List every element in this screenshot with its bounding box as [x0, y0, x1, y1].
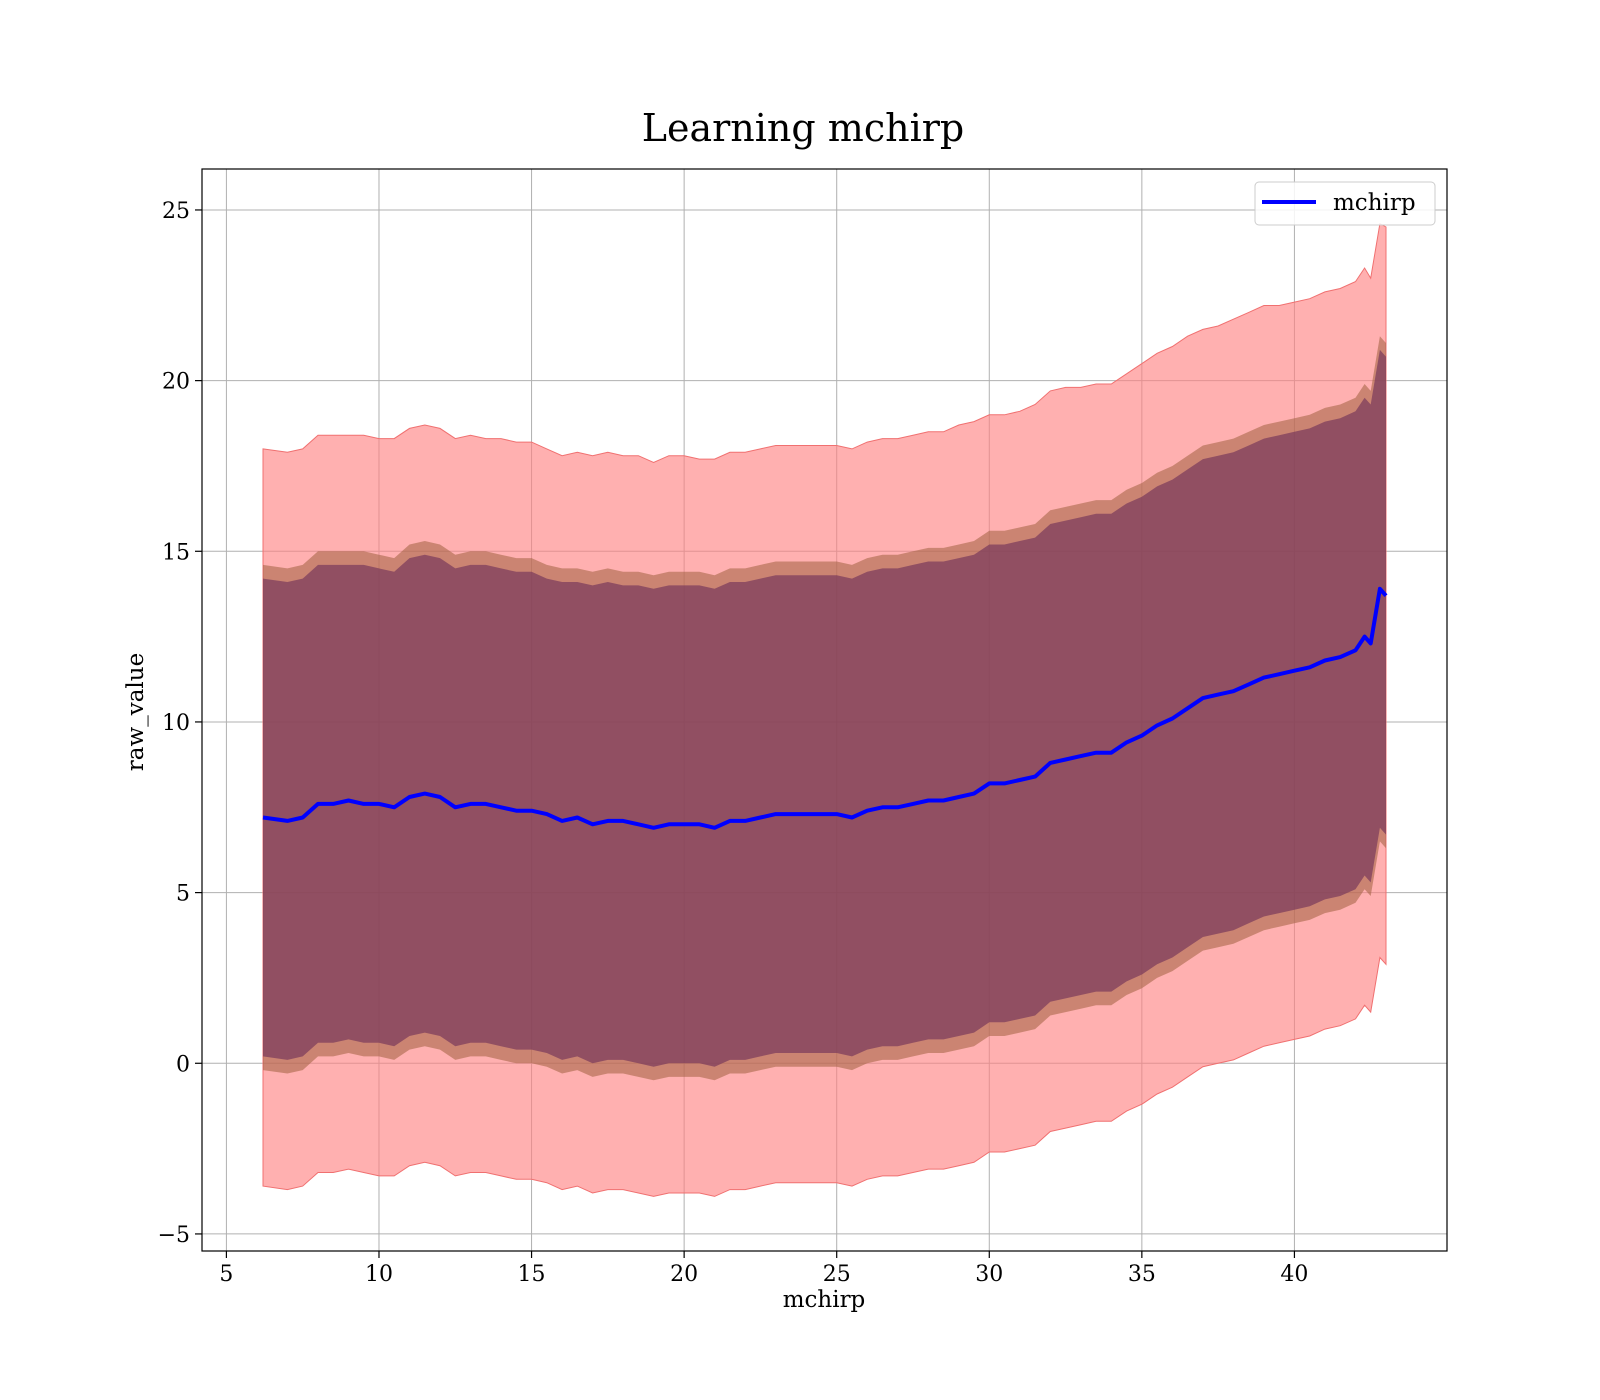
legend-label-mchirp: mchirp — [1333, 190, 1416, 216]
legend: mchirp — [1254, 181, 1436, 226]
plot-frame — [201, 168, 1448, 1252]
y-tick-label: 0 — [176, 1052, 190, 1077]
band-inner — [263, 349, 1386, 1067]
x-tick-label: 15 — [518, 1262, 546, 1287]
y-tick-label: 5 — [176, 882, 190, 907]
y-tick-label: 20 — [162, 370, 190, 395]
x-tick-label: 10 — [365, 1262, 393, 1287]
x-tick-label: 25 — [823, 1262, 851, 1287]
series-lines — [262, 586, 1388, 830]
x-axis-label: mchirp — [783, 1287, 866, 1313]
legend-box — [1254, 181, 1436, 226]
y-tick-label: 15 — [162, 540, 190, 565]
y-tick-label: 10 — [162, 711, 190, 736]
chart-title: Learning mchirp — [642, 106, 964, 150]
x-tick-label: 35 — [1128, 1262, 1156, 1287]
x-tick-label: 40 — [1280, 1262, 1308, 1287]
x-tick-label: 5 — [219, 1262, 233, 1287]
x-axis-ticks: 5 10 15 20 25 30 35 40 — [219, 1251, 1308, 1287]
series-line-mchirp — [262, 586, 1388, 830]
y-tick-label: 25 — [162, 199, 190, 224]
x-tick-label: 30 — [975, 1262, 1003, 1287]
y-axis-label: raw_value — [123, 653, 149, 771]
x-tick-label: 20 — [670, 1262, 698, 1287]
confidence-bands — [262, 222, 1387, 1197]
y-tick-label: −5 — [158, 1223, 190, 1248]
y-axis-ticks: −5 0 5 10 15 20 25 — [158, 199, 202, 1248]
